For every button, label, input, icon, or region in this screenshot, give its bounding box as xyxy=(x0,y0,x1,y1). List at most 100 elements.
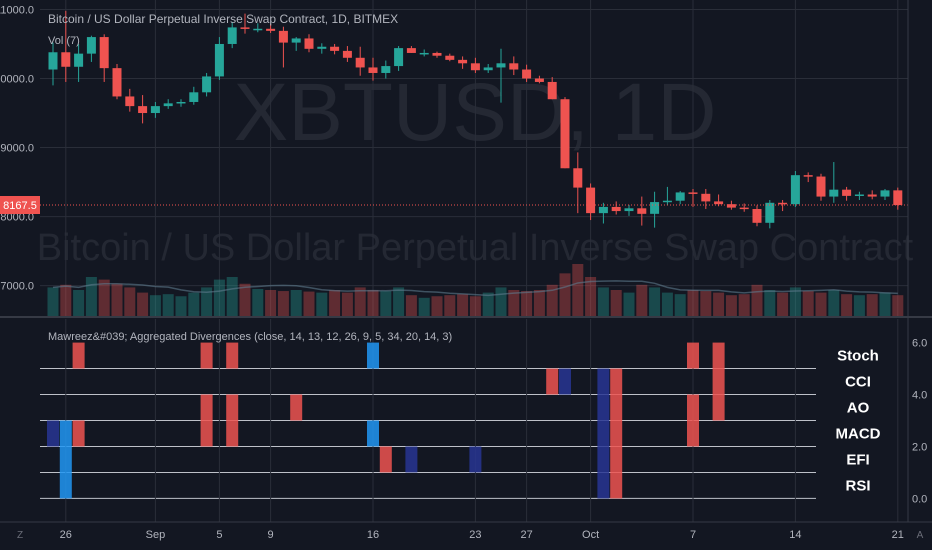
indicator-row-label: EFI xyxy=(846,451,869,468)
volume-bar xyxy=(751,284,763,316)
price-tick-label: 11000.0 xyxy=(0,4,34,16)
candle-body xyxy=(202,76,212,93)
volume-bar xyxy=(85,277,97,316)
volume-bar xyxy=(764,290,776,316)
volume-bar xyxy=(239,283,251,316)
divergence-bar xyxy=(687,394,699,447)
candle-body xyxy=(714,201,724,205)
volume-bar xyxy=(252,288,264,316)
indicator-tick-label: 2.0 xyxy=(912,441,927,453)
volume-bar xyxy=(60,284,72,316)
divergence-bar xyxy=(597,368,610,499)
candle-body xyxy=(74,53,84,67)
price-tick-label: 10000.0 xyxy=(0,74,34,86)
candle-body xyxy=(790,175,800,205)
chart-title: Bitcoin / US Dollar Perpetual Inverse Sw… xyxy=(48,12,398,26)
volume-bar xyxy=(725,295,737,316)
volume-bar xyxy=(533,290,545,316)
volume-bar xyxy=(674,294,686,316)
auto-scale-icon[interactable]: A xyxy=(917,530,924,541)
candle-body xyxy=(355,57,365,68)
time-axis[interactable]: 26 Sep 5 9 16 23 27 Oct 7 14 21 xyxy=(0,521,932,541)
candle-body xyxy=(867,194,877,197)
candle-body xyxy=(48,52,58,70)
candle-body xyxy=(739,207,749,210)
volume-bar xyxy=(188,292,200,316)
indicator-row-label: CCI xyxy=(845,374,871,391)
volume-bar xyxy=(418,297,430,316)
volume-bar xyxy=(559,273,571,316)
candle-body xyxy=(342,50,352,58)
left-price-labels: 11000.0 10000.0 9000.0 8000.0 7000.0 xyxy=(0,4,34,292)
volume-bar xyxy=(316,292,328,316)
price-axis[interactable]: 6.0 4.0 2.0 0.0 xyxy=(907,0,927,522)
volume-bar xyxy=(341,292,353,316)
zoom-icon[interactable]: Z xyxy=(17,530,23,541)
indicator-title: Mawreez&#039; Aggregated Divergences (cl… xyxy=(48,331,452,343)
time-tick-label: Oct xyxy=(582,529,599,541)
candle-body xyxy=(253,28,263,31)
volume-bar xyxy=(444,295,456,316)
volume-bar xyxy=(623,292,635,316)
indicator-pane[interactable]: Stoch CCI AO MACD EFI RSI Mawreez&#039; Aggre… xyxy=(40,319,899,522)
candle-body xyxy=(637,208,647,214)
volume-ma-line xyxy=(52,280,898,297)
time-tick-label: 5 xyxy=(216,529,222,541)
indicator-grid xyxy=(40,319,899,522)
candle-body xyxy=(432,52,442,56)
candle-body xyxy=(266,28,276,31)
volume-bar xyxy=(162,294,174,316)
candle-body xyxy=(394,48,404,67)
volume-bar xyxy=(405,295,417,316)
divergence-bar xyxy=(59,420,72,499)
indicator-tick-label: 0.0 xyxy=(912,493,927,505)
volume-layer xyxy=(47,264,904,316)
divergence-bar xyxy=(712,342,725,421)
time-tick-label: 14 xyxy=(789,529,801,541)
volume-bar xyxy=(98,279,110,316)
candle-body xyxy=(624,208,634,212)
divergence-bar xyxy=(367,420,379,447)
volume-bar xyxy=(201,287,213,316)
indicator-tick-label: 4.0 xyxy=(912,390,927,402)
volume-bar xyxy=(610,290,622,316)
volume-bar xyxy=(482,292,494,316)
candle-body xyxy=(150,106,160,114)
time-tick-label: 21 xyxy=(892,529,904,541)
candle-body xyxy=(189,92,199,102)
price-tick-label: 9000.0 xyxy=(0,143,34,155)
divergence-bar xyxy=(47,420,59,447)
candle-body xyxy=(547,81,557,100)
candle-body xyxy=(291,38,301,43)
volume-bar xyxy=(802,291,814,316)
indicator-row-label: Stoch xyxy=(837,348,879,365)
candle-body xyxy=(803,175,813,177)
time-tick-label: 23 xyxy=(469,529,481,541)
candle-body xyxy=(112,68,122,97)
watermark-name: Bitcoin / US Dollar Perpetual Inverse Sw… xyxy=(37,227,914,269)
candle-body xyxy=(240,27,250,29)
candle-body xyxy=(458,59,468,64)
volume-bar xyxy=(175,296,187,316)
candle-body xyxy=(573,168,583,188)
candle-body xyxy=(854,194,864,196)
volume-bar xyxy=(841,294,853,316)
volume-bar xyxy=(495,287,507,316)
volume-bar xyxy=(866,294,878,316)
volume-bar xyxy=(226,277,238,316)
candle-body xyxy=(675,192,685,201)
candle-body xyxy=(470,63,480,71)
volume-bar xyxy=(457,294,469,316)
candle-body xyxy=(842,189,852,196)
price-tick-label: 8000.0 xyxy=(0,212,34,224)
candle-body xyxy=(829,189,839,197)
indicator-row-label: AO xyxy=(847,400,870,417)
divergence-bar xyxy=(405,446,418,473)
price-pane[interactable]: XBTUSD, 1D Bitcoin / US Dollar Perpetual… xyxy=(37,0,914,317)
volume-bar xyxy=(380,291,392,316)
candle-body xyxy=(304,38,314,49)
volume-bar xyxy=(815,292,827,316)
candle-body xyxy=(650,202,660,214)
volume-bar xyxy=(265,290,277,316)
